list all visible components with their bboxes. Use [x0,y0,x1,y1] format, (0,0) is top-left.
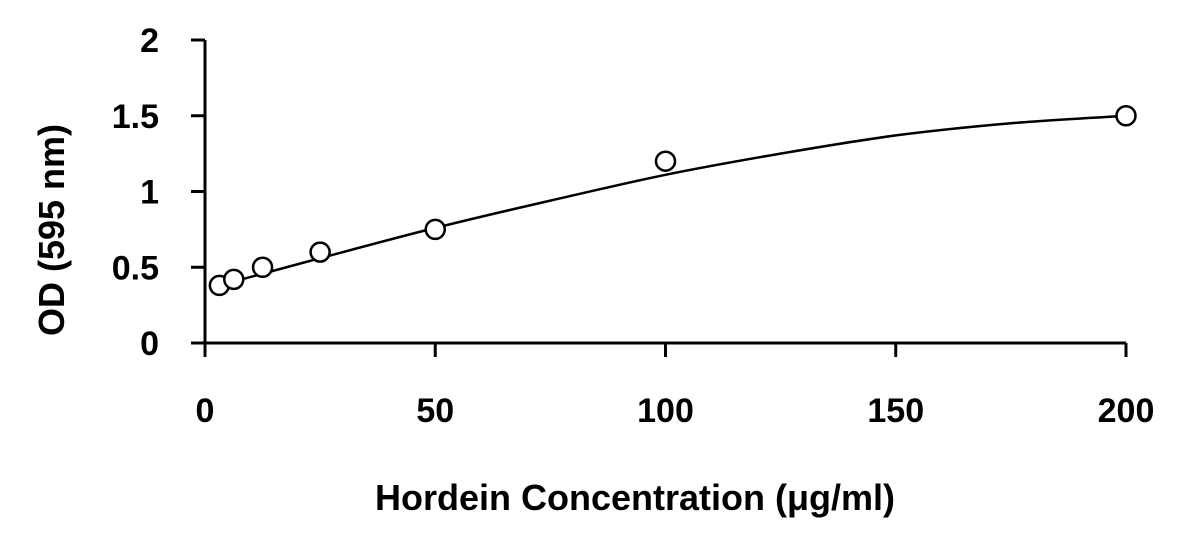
x-axis-title: Hordein Concentration (μg/ml) [375,477,895,518]
data-point [424,218,446,241]
x-tick-label: 150 [867,392,924,430]
data-points [208,105,1137,297]
trendline-curve [219,114,1127,287]
data-point [251,256,274,278]
y-tick-label: 1 [140,174,159,212]
x-tick-label: 0 [196,392,215,430]
data-point [223,268,245,291]
y-tick-label: 0.5 [112,249,159,287]
y-tick-label: 1.5 [112,98,159,136]
axes [203,40,1126,345]
y-tick-label: 0 [140,325,159,363]
trendline [219,114,1127,287]
y-axis-title: OD (595 nm) [31,124,72,336]
data-point [1115,105,1137,127]
ticks [191,38,1128,357]
x-tick-label: 100 [637,392,694,430]
tick-labels: 0 0.5 1 1.5 2 0 50 100 150 200 [112,22,1155,430]
x-tick-label: 50 [416,392,454,430]
data-point [654,150,677,172]
x-tick-label: 200 [1098,392,1155,430]
y-tick-label: 2 [140,22,159,60]
data-point [309,241,331,263]
